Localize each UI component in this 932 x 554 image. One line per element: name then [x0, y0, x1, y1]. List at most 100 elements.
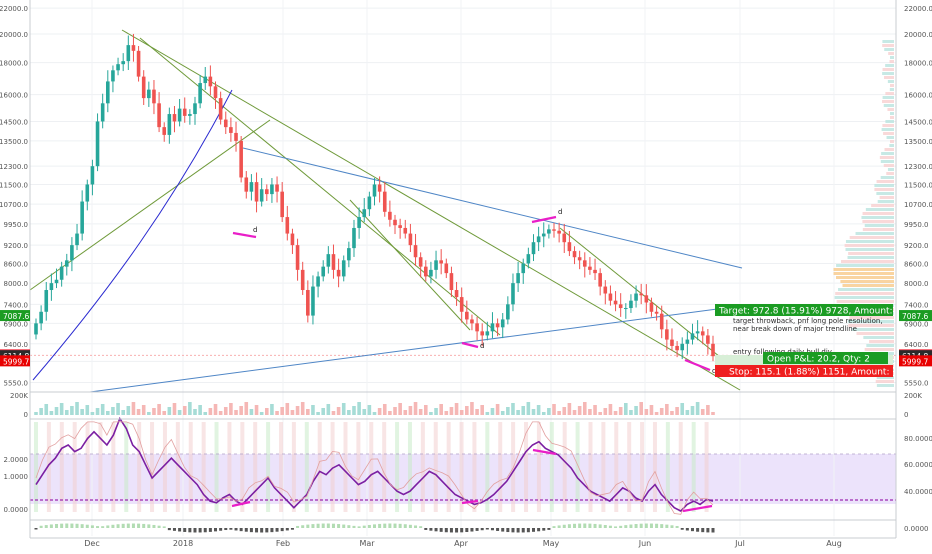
macd-bar	[90, 525, 94, 528]
macd-bar	[321, 523, 325, 528]
macd-bar	[260, 528, 264, 533]
oscillator-background-bar	[85, 422, 90, 512]
volume-bar	[377, 408, 382, 415]
candle-body	[439, 260, 443, 264]
volume-bar	[388, 411, 392, 415]
volume-profile-bar	[864, 224, 894, 227]
stop-box[interactable]	[715, 365, 893, 377]
macd-bar	[85, 524, 89, 528]
volume-profile-bar	[874, 184, 894, 187]
oscillator-background-bar	[407, 422, 412, 512]
macd-bar	[424, 528, 428, 530]
candle-body	[362, 209, 367, 218]
volume-profile-bar	[864, 348, 894, 351]
open-pnl-box[interactable]	[763, 352, 888, 364]
candle-body	[244, 177, 249, 192]
right-y-tick-label: 14500.0	[904, 118, 932, 126]
volume-bar	[418, 409, 423, 415]
position-box[interactable]: Target: 972.8 (15.91%) 9728, Amount: 294…	[715, 304, 927, 378]
x-tick-label: 2018	[173, 539, 193, 548]
volume-bar	[141, 405, 146, 415]
volume-bar	[449, 407, 454, 415]
candle-body	[480, 331, 485, 336]
candle-body	[577, 257, 582, 261]
volume-profile-bar	[847, 320, 894, 323]
macd-bar	[511, 528, 515, 533]
volume-profile-bar	[875, 380, 894, 383]
volume-bar	[557, 411, 561, 415]
left-y-tick-label: 11500.0	[0, 181, 28, 189]
oscillator-signal-line	[35, 421, 714, 515]
candle-body	[700, 331, 705, 336]
macd-bar	[296, 525, 300, 528]
volume-bar	[465, 406, 469, 415]
volume-bar	[644, 409, 649, 415]
macd-bar	[290, 528, 294, 530]
macd-bar	[229, 528, 233, 530]
volume-bar	[470, 402, 474, 415]
oscillator-tick-label: 2.0000	[4, 456, 29, 464]
candle-body	[188, 114, 192, 116]
macd-bar	[49, 524, 53, 528]
volume-bar	[562, 407, 567, 415]
volume-profile-bar	[885, 92, 894, 95]
volume-bar	[572, 410, 577, 415]
macd-bar	[660, 524, 664, 528]
candle-body	[665, 329, 669, 340]
oscillator-background-bar	[485, 422, 490, 512]
volume-profile-bar	[847, 256, 894, 259]
candle-body	[259, 189, 264, 202]
price-marker-label: 5999.7	[902, 357, 928, 366]
macd-bar	[55, 523, 59, 528]
price-marker-label: 7087.6	[3, 312, 29, 321]
oscillator-right-tick-label: 40.0000	[904, 488, 932, 496]
volume-bar	[413, 402, 418, 415]
left-y-tick-label: 22000.0	[0, 5, 28, 13]
oscillator-background-bar	[201, 422, 206, 512]
volume-bar	[454, 403, 459, 415]
macd-bar	[670, 525, 674, 528]
volume-bar	[295, 406, 300, 415]
macd-bar	[531, 528, 535, 532]
candle-body	[562, 233, 567, 243]
candle-body	[485, 331, 490, 336]
candle-body	[157, 103, 161, 128]
volume-bar	[331, 411, 336, 415]
oscillator-background-bar	[330, 422, 335, 512]
oscillator-background-bar	[317, 422, 322, 512]
macd-bar	[121, 523, 125, 528]
macd-bar	[675, 526, 679, 528]
volume-profile-bar	[865, 208, 894, 211]
candle-body	[388, 211, 392, 220]
x-tick-label: Mar	[359, 539, 375, 548]
volume-bar	[577, 406, 582, 415]
left-y-tick-label: 6900.0	[4, 320, 29, 328]
right-y-tick-label: 16000.0	[904, 92, 932, 100]
volume-bar	[249, 409, 254, 415]
volume-bar	[264, 408, 269, 415]
right-y-tick-label: 7400.0	[904, 301, 929, 309]
volume-bar	[34, 412, 38, 415]
candle-body	[639, 293, 643, 296]
target-box[interactable]	[715, 304, 893, 316]
volume-profile-bar	[849, 236, 894, 239]
candle-body	[85, 184, 90, 202]
candle-body	[470, 319, 474, 324]
right-y-tick-label: 18000.0	[904, 60, 932, 68]
volume-bar	[459, 410, 464, 415]
left-y-tick-label: 8000.0	[4, 280, 29, 288]
macd-bar	[244, 528, 248, 532]
volume-bar	[111, 407, 115, 415]
macd-bar	[70, 523, 74, 528]
macd-bar	[337, 524, 341, 528]
volume-bar	[675, 407, 679, 415]
volume-profile-bar	[876, 384, 894, 387]
oscillator-background-bar	[549, 422, 554, 512]
candle-body	[490, 323, 495, 332]
price-marker-label: 5999.7	[3, 357, 29, 366]
oscillator-background-bar	[162, 422, 167, 512]
macd-bar	[547, 528, 551, 530]
volume-bar	[177, 410, 182, 415]
candle-body	[511, 283, 515, 305]
